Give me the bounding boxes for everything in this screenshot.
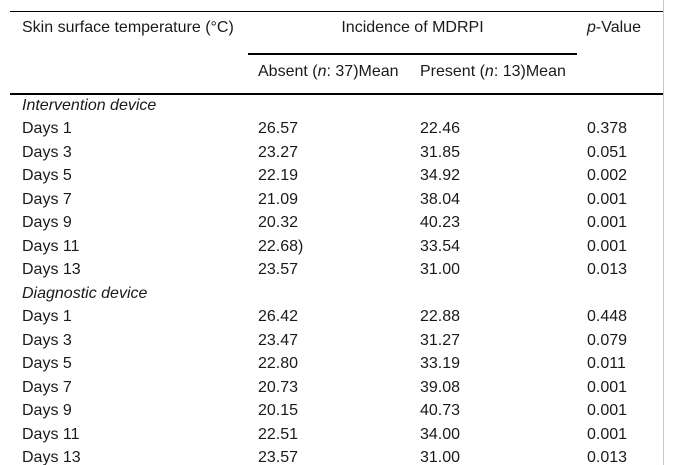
cell-present-mean: 34.00 bbox=[420, 425, 461, 443]
table-row: Days 9 20.32 40.23 0.001 bbox=[10, 212, 663, 236]
cell-present-mean: 33.54 bbox=[420, 237, 461, 255]
cell-pvalue: 0.001 bbox=[587, 378, 628, 396]
cell-absent-mean: 23.47 bbox=[258, 331, 299, 349]
cell-pvalue: 0.001 bbox=[587, 237, 628, 255]
cell-absent-mean: 22.80 bbox=[258, 355, 299, 373]
col-header-present-mean: Present (n: 13)Mean bbox=[410, 54, 577, 95]
cell-absent-mean: 20.73 bbox=[258, 378, 299, 396]
table-row: Days 9 20.15 40.73 0.001 bbox=[10, 400, 663, 424]
cell-present-mean: 22.88 bbox=[420, 308, 461, 326]
cell-absent-mean: 26.57 bbox=[258, 120, 299, 138]
present-pre: Present ( bbox=[420, 63, 485, 80]
cell-present-mean: 34.92 bbox=[420, 167, 461, 185]
table-row: Days 3 23.27 31.85 0.051 bbox=[10, 141, 663, 165]
cell-absent-mean: 20.15 bbox=[258, 402, 299, 420]
row-label: Days 7 bbox=[22, 190, 72, 208]
cell-present-mean: 40.73 bbox=[420, 402, 461, 420]
cell-absent-mean: 23.57 bbox=[258, 261, 299, 279]
row-label: Days 11 bbox=[22, 425, 80, 443]
table-row: Days 13 23.57 31.00 0.013 bbox=[10, 259, 663, 283]
right-edge-divider bbox=[663, 0, 664, 465]
row-label: Days 1 bbox=[22, 120, 72, 138]
row-label: Days 13 bbox=[22, 261, 81, 279]
cell-pvalue: 0.051 bbox=[587, 143, 628, 161]
row-label: Days 3 bbox=[22, 143, 72, 161]
cell-present-mean: 22.46 bbox=[420, 120, 461, 138]
cell-pvalue: 0.013 bbox=[587, 448, 628, 465]
section-label: Diagnostic device bbox=[22, 284, 148, 302]
cell-present-mean: 40.23 bbox=[420, 214, 461, 232]
cell-pvalue: 0.001 bbox=[587, 425, 628, 443]
row-label: Days 9 bbox=[22, 214, 72, 232]
row-label: Days 5 bbox=[22, 167, 72, 185]
cell-pvalue: 0.079 bbox=[587, 331, 628, 349]
cell-absent-mean: 21.09 bbox=[258, 190, 299, 208]
table-body: Intervention device Days 1 26.57 22.46 0… bbox=[10, 94, 663, 465]
cell-pvalue: 0.448 bbox=[587, 308, 628, 326]
col-header-pvalue: p-Value bbox=[577, 11, 663, 95]
cell-pvalue: 0.013 bbox=[587, 261, 628, 279]
skin-temperature-table: Skin surface temperature (°C) Incidence … bbox=[10, 11, 663, 465]
section-row-diagnostic: Diagnostic device bbox=[10, 282, 663, 306]
absent-pre: Absent ( bbox=[258, 63, 318, 80]
cell-pvalue: 0.011 bbox=[587, 355, 626, 373]
table-row: Days 11 22.68) 33.54 0.001 bbox=[10, 235, 663, 259]
cell-present-mean: 31.27 bbox=[420, 331, 461, 349]
cell-absent-mean: 20.32 bbox=[258, 214, 299, 232]
row-label: Days 3 bbox=[22, 331, 72, 349]
row-label: Days 5 bbox=[22, 355, 72, 373]
table-row: Days 7 20.73 39.08 0.001 bbox=[10, 376, 663, 400]
present-post: : 13)Mean bbox=[493, 63, 566, 80]
table-row: Days 1 26.57 22.46 0.378 bbox=[10, 118, 663, 142]
col-header-skin-temperature: Skin surface temperature (°C) bbox=[10, 11, 248, 95]
cell-absent-mean: 23.27 bbox=[258, 143, 299, 161]
table-row: Days 3 23.47 31.27 0.079 bbox=[10, 329, 663, 353]
row-label: Days 1 bbox=[22, 308, 72, 326]
cell-present-mean: 31.00 bbox=[420, 261, 461, 279]
present-italic-n: n bbox=[484, 63, 494, 80]
absent-italic-n: n bbox=[317, 63, 327, 80]
pvalue-italic-p: p bbox=[587, 19, 596, 36]
table-row: Days 7 21.09 38.04 0.001 bbox=[10, 188, 663, 212]
cell-pvalue: 0.001 bbox=[587, 402, 628, 420]
cell-present-mean: 33.19 bbox=[420, 355, 461, 373]
cell-pvalue: 0.001 bbox=[587, 214, 628, 232]
cell-present-mean: 38.04 bbox=[420, 190, 461, 208]
table-row: Days 5 22.80 33.19 0.011 bbox=[10, 353, 663, 377]
section-label: Intervention device bbox=[22, 97, 157, 115]
absent-post: : 37)Mean bbox=[326, 63, 399, 80]
section-row-intervention: Intervention device bbox=[10, 94, 663, 118]
row-label: Days 7 bbox=[22, 378, 72, 396]
pvalue-rest: -Value bbox=[595, 19, 641, 36]
cell-present-mean: 39.08 bbox=[420, 378, 461, 396]
cell-pvalue: 0.378 bbox=[587, 120, 628, 138]
header-row-2: Absent (n: 37)Mean Present (n: 13)Mean bbox=[10, 54, 663, 95]
table-header: Skin surface temperature (°C) Incidence … bbox=[10, 11, 663, 95]
row-label: Days 11 bbox=[22, 237, 80, 255]
table-row: Days 5 22.19 34.92 0.002 bbox=[10, 165, 663, 189]
cell-absent-mean: 22.19 bbox=[258, 167, 299, 185]
cell-present-mean: 31.85 bbox=[420, 143, 461, 161]
cell-absent-mean: 23.57 bbox=[258, 448, 299, 465]
cell-pvalue: 0.002 bbox=[587, 167, 628, 185]
table-row: Days 1 26.42 22.88 0.448 bbox=[10, 306, 663, 330]
table-row: Days 13 23.57 31.00 0.013 bbox=[10, 447, 663, 465]
cell-pvalue: 0.001 bbox=[587, 190, 628, 208]
cell-absent-mean: 22.68) bbox=[258, 237, 304, 255]
col-header-absent-mean: Absent (n: 37)Mean bbox=[248, 54, 410, 95]
row-label: Days 13 bbox=[22, 448, 81, 465]
row-label: Days 9 bbox=[22, 402, 72, 420]
header-row-1: Skin surface temperature (°C) Incidence … bbox=[10, 11, 663, 95]
cell-absent-mean: 26.42 bbox=[258, 308, 299, 326]
cell-absent-mean: 22.51 bbox=[258, 425, 299, 443]
table-row: Days 11 22.51 34.00 0.001 bbox=[10, 423, 663, 447]
col-header-incidence-group: Incidence of MDRPI bbox=[248, 11, 577, 55]
cell-present-mean: 31.00 bbox=[420, 448, 461, 465]
